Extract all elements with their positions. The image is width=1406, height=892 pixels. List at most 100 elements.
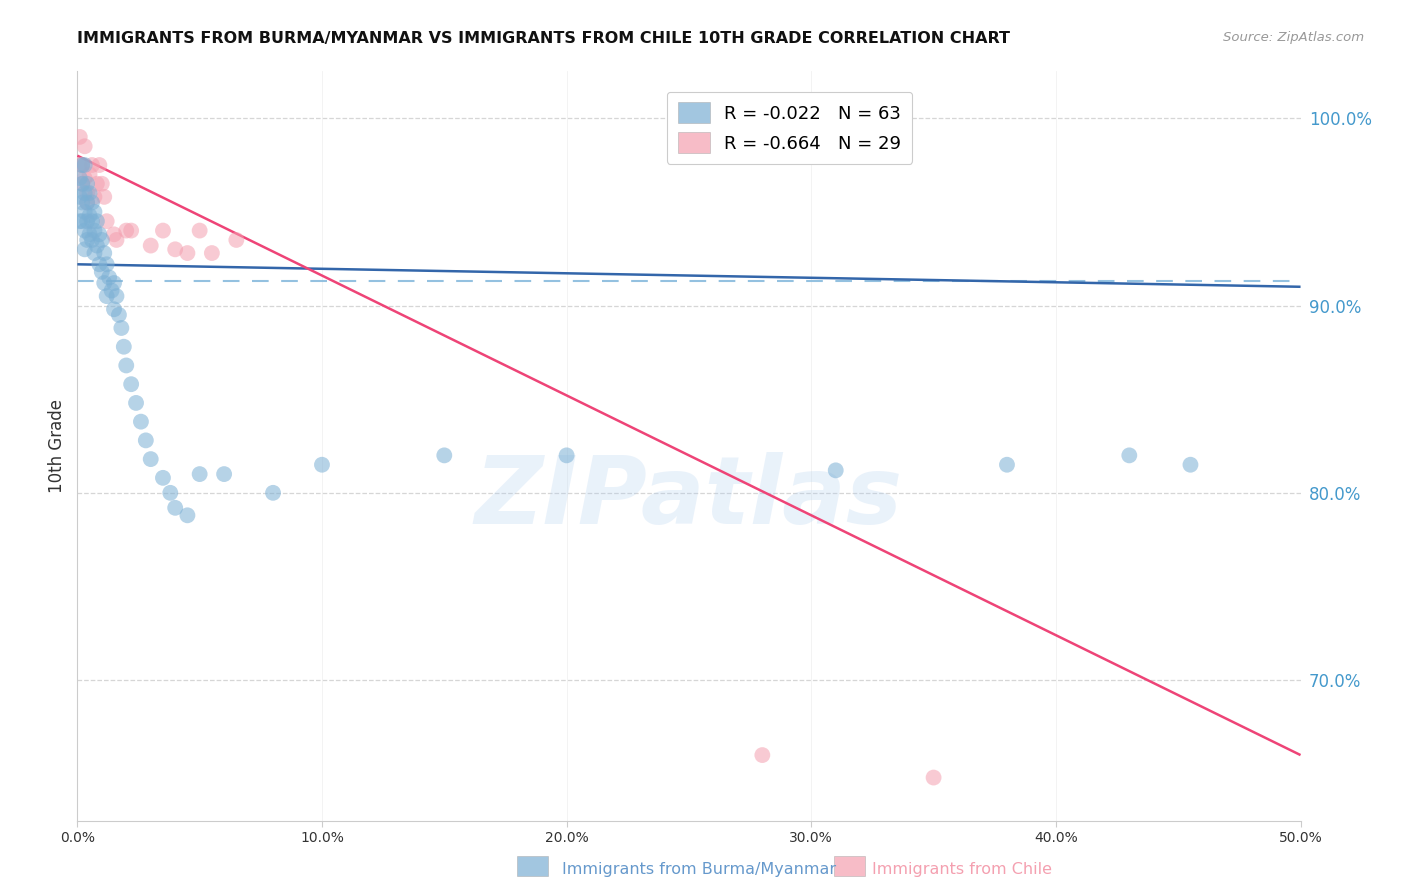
Point bbox=[103, 276, 125, 290]
Point bbox=[120, 224, 142, 238]
Point bbox=[115, 359, 138, 373]
Point bbox=[70, 214, 93, 228]
Point bbox=[76, 195, 98, 210]
Point bbox=[108, 308, 131, 322]
Text: ZIPatlas: ZIPatlas bbox=[475, 452, 903, 544]
Point bbox=[76, 177, 98, 191]
Point bbox=[115, 224, 138, 238]
Point bbox=[86, 214, 108, 228]
Point bbox=[89, 158, 111, 172]
Point bbox=[83, 246, 105, 260]
Point bbox=[89, 257, 111, 271]
Point bbox=[824, 463, 846, 477]
Point bbox=[159, 485, 181, 500]
Point bbox=[93, 246, 115, 260]
Point bbox=[139, 452, 162, 467]
Point bbox=[73, 139, 96, 153]
Point bbox=[73, 171, 96, 186]
Legend: R = -0.022   N = 63, R = -0.664   N = 29: R = -0.022 N = 63, R = -0.664 N = 29 bbox=[666, 92, 912, 164]
Point bbox=[129, 415, 152, 429]
Point bbox=[922, 771, 945, 785]
Point bbox=[212, 467, 235, 482]
Point bbox=[76, 195, 98, 210]
Point bbox=[188, 224, 211, 238]
Point bbox=[70, 158, 93, 172]
Point bbox=[751, 748, 773, 763]
Point bbox=[69, 130, 91, 145]
Point bbox=[69, 171, 91, 186]
Text: Source: ZipAtlas.com: Source: ZipAtlas.com bbox=[1223, 31, 1364, 45]
FancyBboxPatch shape bbox=[517, 856, 548, 876]
Point bbox=[165, 243, 187, 257]
Point bbox=[555, 449, 578, 463]
Point bbox=[83, 205, 105, 219]
Point bbox=[98, 270, 121, 285]
Point bbox=[80, 233, 103, 247]
Point bbox=[83, 190, 105, 204]
Point bbox=[103, 302, 125, 317]
Point bbox=[76, 233, 98, 247]
Point bbox=[80, 158, 103, 172]
Point bbox=[311, 458, 333, 472]
Y-axis label: 10th Grade: 10th Grade bbox=[48, 399, 66, 493]
Point bbox=[96, 214, 118, 228]
Point bbox=[73, 243, 96, 257]
Point bbox=[165, 500, 187, 515]
Point bbox=[73, 224, 96, 238]
Point bbox=[176, 508, 198, 523]
Point bbox=[105, 233, 128, 247]
Point bbox=[225, 233, 247, 247]
Point bbox=[79, 227, 101, 242]
Point bbox=[90, 233, 112, 247]
Point bbox=[80, 195, 103, 210]
Point bbox=[433, 449, 456, 463]
Point bbox=[86, 177, 108, 191]
Point bbox=[73, 186, 96, 201]
Point bbox=[76, 214, 98, 228]
Point bbox=[70, 177, 93, 191]
Text: IMMIGRANTS FROM BURMA/MYANMAR VS IMMIGRANTS FROM CHILE 10TH GRADE CORRELATION CH: IMMIGRANTS FROM BURMA/MYANMAR VS IMMIGRA… bbox=[77, 31, 1011, 46]
Point bbox=[120, 377, 142, 392]
Point bbox=[89, 227, 111, 242]
Text: Immigrants from Chile: Immigrants from Chile bbox=[872, 863, 1052, 877]
Point bbox=[135, 434, 157, 448]
Point bbox=[139, 238, 162, 252]
Point bbox=[188, 467, 211, 482]
Point bbox=[79, 168, 101, 182]
Point bbox=[76, 186, 98, 201]
FancyBboxPatch shape bbox=[834, 856, 865, 876]
Point bbox=[105, 289, 128, 303]
Point bbox=[152, 471, 174, 485]
Point bbox=[80, 214, 103, 228]
Point bbox=[79, 186, 101, 201]
Point bbox=[73, 158, 96, 172]
Point bbox=[93, 276, 115, 290]
Point bbox=[90, 265, 112, 279]
Point bbox=[176, 246, 198, 260]
Point bbox=[100, 284, 122, 298]
Point bbox=[69, 214, 91, 228]
Point bbox=[73, 205, 96, 219]
Point bbox=[79, 209, 101, 223]
Point bbox=[96, 257, 118, 271]
Point bbox=[262, 485, 284, 500]
Text: Immigrants from Burma/Myanmar: Immigrants from Burma/Myanmar bbox=[562, 863, 837, 877]
Point bbox=[995, 458, 1018, 472]
Point bbox=[1180, 458, 1202, 472]
Point bbox=[96, 289, 118, 303]
Point bbox=[70, 158, 93, 172]
Point bbox=[1118, 449, 1140, 463]
Point bbox=[90, 177, 112, 191]
Point bbox=[201, 246, 224, 260]
Point bbox=[70, 177, 93, 191]
Point bbox=[93, 190, 115, 204]
Point bbox=[69, 190, 91, 204]
Point bbox=[103, 227, 125, 242]
Point bbox=[125, 396, 148, 410]
Point bbox=[83, 224, 105, 238]
Point bbox=[110, 321, 132, 335]
Point bbox=[112, 340, 135, 354]
Point bbox=[86, 238, 108, 252]
Point bbox=[152, 224, 174, 238]
Point bbox=[69, 158, 91, 172]
